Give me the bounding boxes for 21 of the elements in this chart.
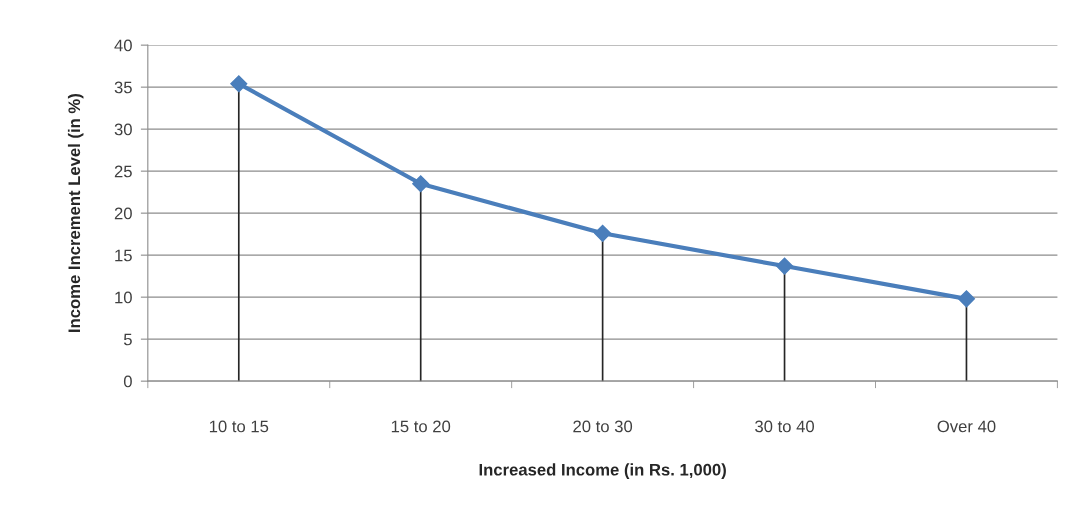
x-tick-label: Over 40	[937, 420, 996, 433]
point	[230, 75, 248, 93]
y-tick-label: 20	[114, 207, 132, 220]
x-tick-label: 15 to 20	[391, 420, 451, 433]
x-tick-label: 20 to 30	[573, 420, 633, 433]
y-tick-label: 10	[115, 291, 132, 304]
x-axis-title: Increased Income (in Rs. 1,000)	[479, 463, 726, 479]
point	[957, 290, 976, 308]
x-tick-label: 30 to 40	[755, 420, 815, 433]
point	[594, 224, 612, 242]
y-tick-label: 15	[115, 249, 132, 262]
x-tick-label: 10 to 15	[209, 420, 269, 433]
y-tick-label: 5	[123, 333, 132, 346]
y-tick-label: 35	[114, 81, 132, 94]
y-tick-label: 30	[114, 123, 132, 136]
y-axis-title: Income Increment Level (in %)	[67, 94, 84, 332]
y-tick-label: 40	[114, 39, 132, 52]
point	[412, 175, 430, 193]
y-tick-label: 25	[114, 165, 132, 178]
y-tick-label: 0	[123, 375, 132, 388]
point	[775, 257, 794, 275]
